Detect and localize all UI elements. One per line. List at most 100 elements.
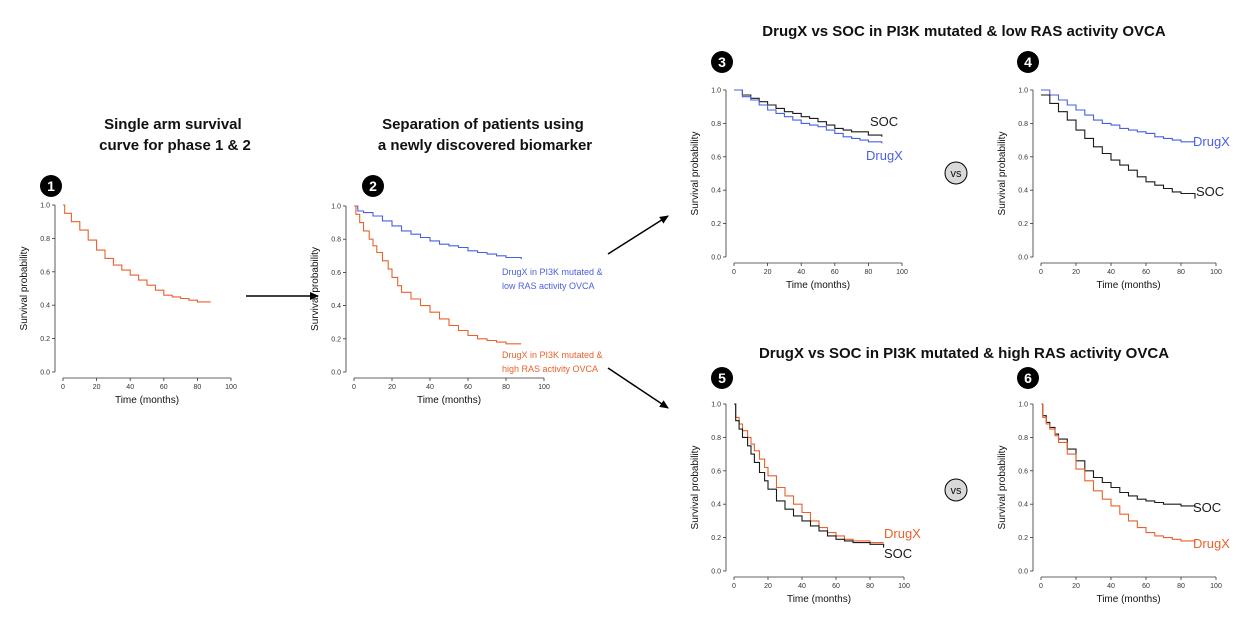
chart-3-y-tick-label: 0.0 — [711, 255, 721, 262]
chart-1-y-tick-label: 1.0 — [40, 203, 50, 210]
chart-6-x-tick-label: 20 — [1072, 583, 1080, 590]
chart-3-y-tick-label: 0.6 — [711, 154, 721, 161]
chart-5-series-label: SOC — [884, 546, 912, 561]
chart-5-x-tick-label: 20 — [764, 583, 772, 590]
chart-6-y-axis-label: Survival probability — [997, 446, 1008, 530]
chart-3-badge-number: 3 — [718, 54, 726, 70]
chart-4-x-tick-label: 60 — [1142, 269, 1150, 276]
chart-6-x-axis-label: Time (months) — [1096, 594, 1160, 605]
chart-1-x-tick-label: 40 — [126, 384, 134, 391]
chart-2-series-label-line: DrugX in PI3K mutated & — [502, 350, 603, 360]
chart-2-series-drugx-line — [354, 205, 522, 260]
chart-3-series-soc-line — [734, 89, 883, 137]
chart-2: 2 0.0 0.2 0.4 0.6 0.8 1.0 0 20 40 60 80 100 Time (mon… — [310, 175, 603, 406]
chart-4-x-tick-label: 40 — [1107, 269, 1115, 276]
bottom-row-heading: DrugX vs SOC in PI3K mutated & high RAS … — [759, 345, 1169, 362]
chart-5-badge-number: 5 — [718, 370, 726, 386]
panel-2-heading: Separation of patients using a newly dis… — [378, 116, 592, 154]
chart-4-y-tick-label: 0.6 — [1018, 154, 1028, 161]
chart-2-number-badge: 2 — [362, 175, 384, 197]
chart-1-y-tick-label: 0.8 — [40, 236, 50, 243]
chart-2-x-tick-label: 100 — [538, 384, 550, 391]
chart-6-y-tick-label: 0.4 — [1018, 502, 1028, 509]
chart-1-x-tick-label: 60 — [160, 384, 168, 391]
chart-2-series-label: DrugX in PI3K mutated & low RAS activity … — [502, 267, 603, 291]
chart-5-y-tick-label: 1.0 — [711, 402, 721, 409]
chart-3-x-tick-label: 40 — [797, 269, 805, 276]
chart-3-series-label: DrugX — [866, 148, 903, 163]
chart-3-y-tick-label: 0.8 — [711, 121, 721, 128]
chart-1-y-tick-label: 0.4 — [40, 303, 50, 310]
chart-6-series-drugx-line — [1041, 403, 1196, 543]
chart-5-badge-circle — [711, 367, 733, 389]
chart-4-y-tick-label: 0.4 — [1018, 188, 1028, 195]
chart-2-y-tick-label: 0.2 — [331, 336, 341, 343]
chart-5-series-soc-line — [734, 403, 885, 548]
chart-3-badge-circle — [711, 51, 733, 73]
chart-2-badge-number: 2 — [369, 178, 377, 194]
chart-1-y-tick-label: 0.6 — [40, 269, 50, 276]
chart-2-x-tick-label: 20 — [388, 384, 396, 391]
chart-3-x-tick-label: 60 — [831, 269, 839, 276]
chart-3-y-axis-label: Survival probability — [690, 132, 701, 216]
chart-3: 3 0.0 0.2 0.4 0.6 0.8 1.0 0 20 40 60 80 100 Time (mon… — [690, 51, 908, 291]
chart-3-series-drugx-line — [734, 89, 883, 144]
chart-2-x-tick-label: 0 — [352, 384, 356, 391]
chart-2-y-tick-label: 0.4 — [331, 303, 341, 310]
chart-4-y-tick-label: 0.0 — [1018, 255, 1028, 262]
chart-4-x-axis-label: Time (months) — [1096, 280, 1160, 291]
chart-2-y-tick-label: 0.8 — [331, 237, 341, 244]
chart-6-series-soc-line — [1041, 403, 1196, 508]
chart-4-y-axis-label: Survival probability — [997, 132, 1008, 216]
chart-1-x-tick-label: 80 — [194, 384, 202, 391]
chart-3-x-tick-label: 20 — [764, 269, 772, 276]
chart-4-series-soc-line — [1041, 94, 1196, 199]
chart-4-number-badge: 4 — [1017, 51, 1039, 73]
chart-3-number-badge: 3 — [711, 51, 733, 73]
chart-4-y-tick-label: 0.2 — [1018, 221, 1028, 228]
vs-badge-bottom-label: vs — [951, 485, 963, 497]
chart-2-y-tick-label: 0.6 — [331, 270, 341, 277]
chart-2-x-tick-label: 60 — [464, 384, 472, 391]
chart-6-x-tick-label: 100 — [1210, 583, 1222, 590]
chart-2-series-label-line: low RAS activity OVCA — [502, 281, 595, 291]
chart-5-x-tick-label: 100 — [898, 583, 910, 590]
chart-4: 4 0.0 0.2 0.4 0.6 0.8 1.0 0 20 40 60 80 100 Time (mon… — [997, 51, 1230, 291]
chart-6-series-label: DrugX — [1193, 536, 1230, 551]
chart-3-x-tick-label: 0 — [732, 269, 736, 276]
chart-6-number-badge: 6 — [1017, 367, 1039, 389]
chart-5-y-tick-label: 0.6 — [711, 468, 721, 475]
chart-4-y-tick-label: 0.8 — [1018, 121, 1028, 128]
chart-6-y-tick-label: 0.2 — [1018, 535, 1028, 542]
chart-5-series-label: DrugX — [884, 526, 921, 541]
chart-1-number-badge: 1 — [40, 175, 62, 197]
chart-2-y-tick-label: 0.0 — [331, 370, 341, 377]
chart-4-series-label: SOC — [1196, 184, 1224, 199]
panel-1-heading-line-2: curve for phase 1 & 2 — [99, 137, 251, 154]
chart-6-badge-number: 6 — [1024, 370, 1032, 386]
chart-4-x-tick-label: 100 — [1210, 269, 1222, 276]
chart-6-y-tick-label: 0.0 — [1018, 569, 1028, 576]
vs-badge-bottom-circle — [944, 478, 968, 502]
chart-2-x-axis-label: Time (months) — [417, 395, 481, 406]
arrow-to-top-row — [607, 215, 669, 255]
chart-4-series-drugx-line — [1041, 89, 1195, 143]
chart-3-x-tick-label: 100 — [896, 269, 908, 276]
chart-5-number-badge: 5 — [711, 367, 733, 389]
chart-6-y-tick-label: 0.8 — [1018, 435, 1028, 442]
chart-4-y-tick-label: 1.0 — [1018, 88, 1028, 95]
chart-5-x-tick-label: 0 — [732, 583, 736, 590]
chart-4-badge-number: 4 — [1024, 54, 1032, 70]
chart-4-badge-circle — [1017, 51, 1039, 73]
chart-1-series-curve-line — [63, 204, 211, 303]
chart-2-x-tick-label: 80 — [502, 384, 510, 391]
chart-5-y-tick-label: 0.4 — [711, 502, 721, 509]
chart-1-y-tick-label: 0.0 — [40, 370, 50, 377]
vs-badge-top: vs — [944, 161, 968, 185]
chart-5-y-tick-label: 0.8 — [711, 435, 721, 442]
chart-6-x-tick-label: 40 — [1107, 583, 1115, 590]
chart-3-y-tick-label: 0.4 — [711, 188, 721, 195]
chart-2-series-label: DrugX in PI3K mutated & high RAS activity… — [502, 350, 603, 374]
